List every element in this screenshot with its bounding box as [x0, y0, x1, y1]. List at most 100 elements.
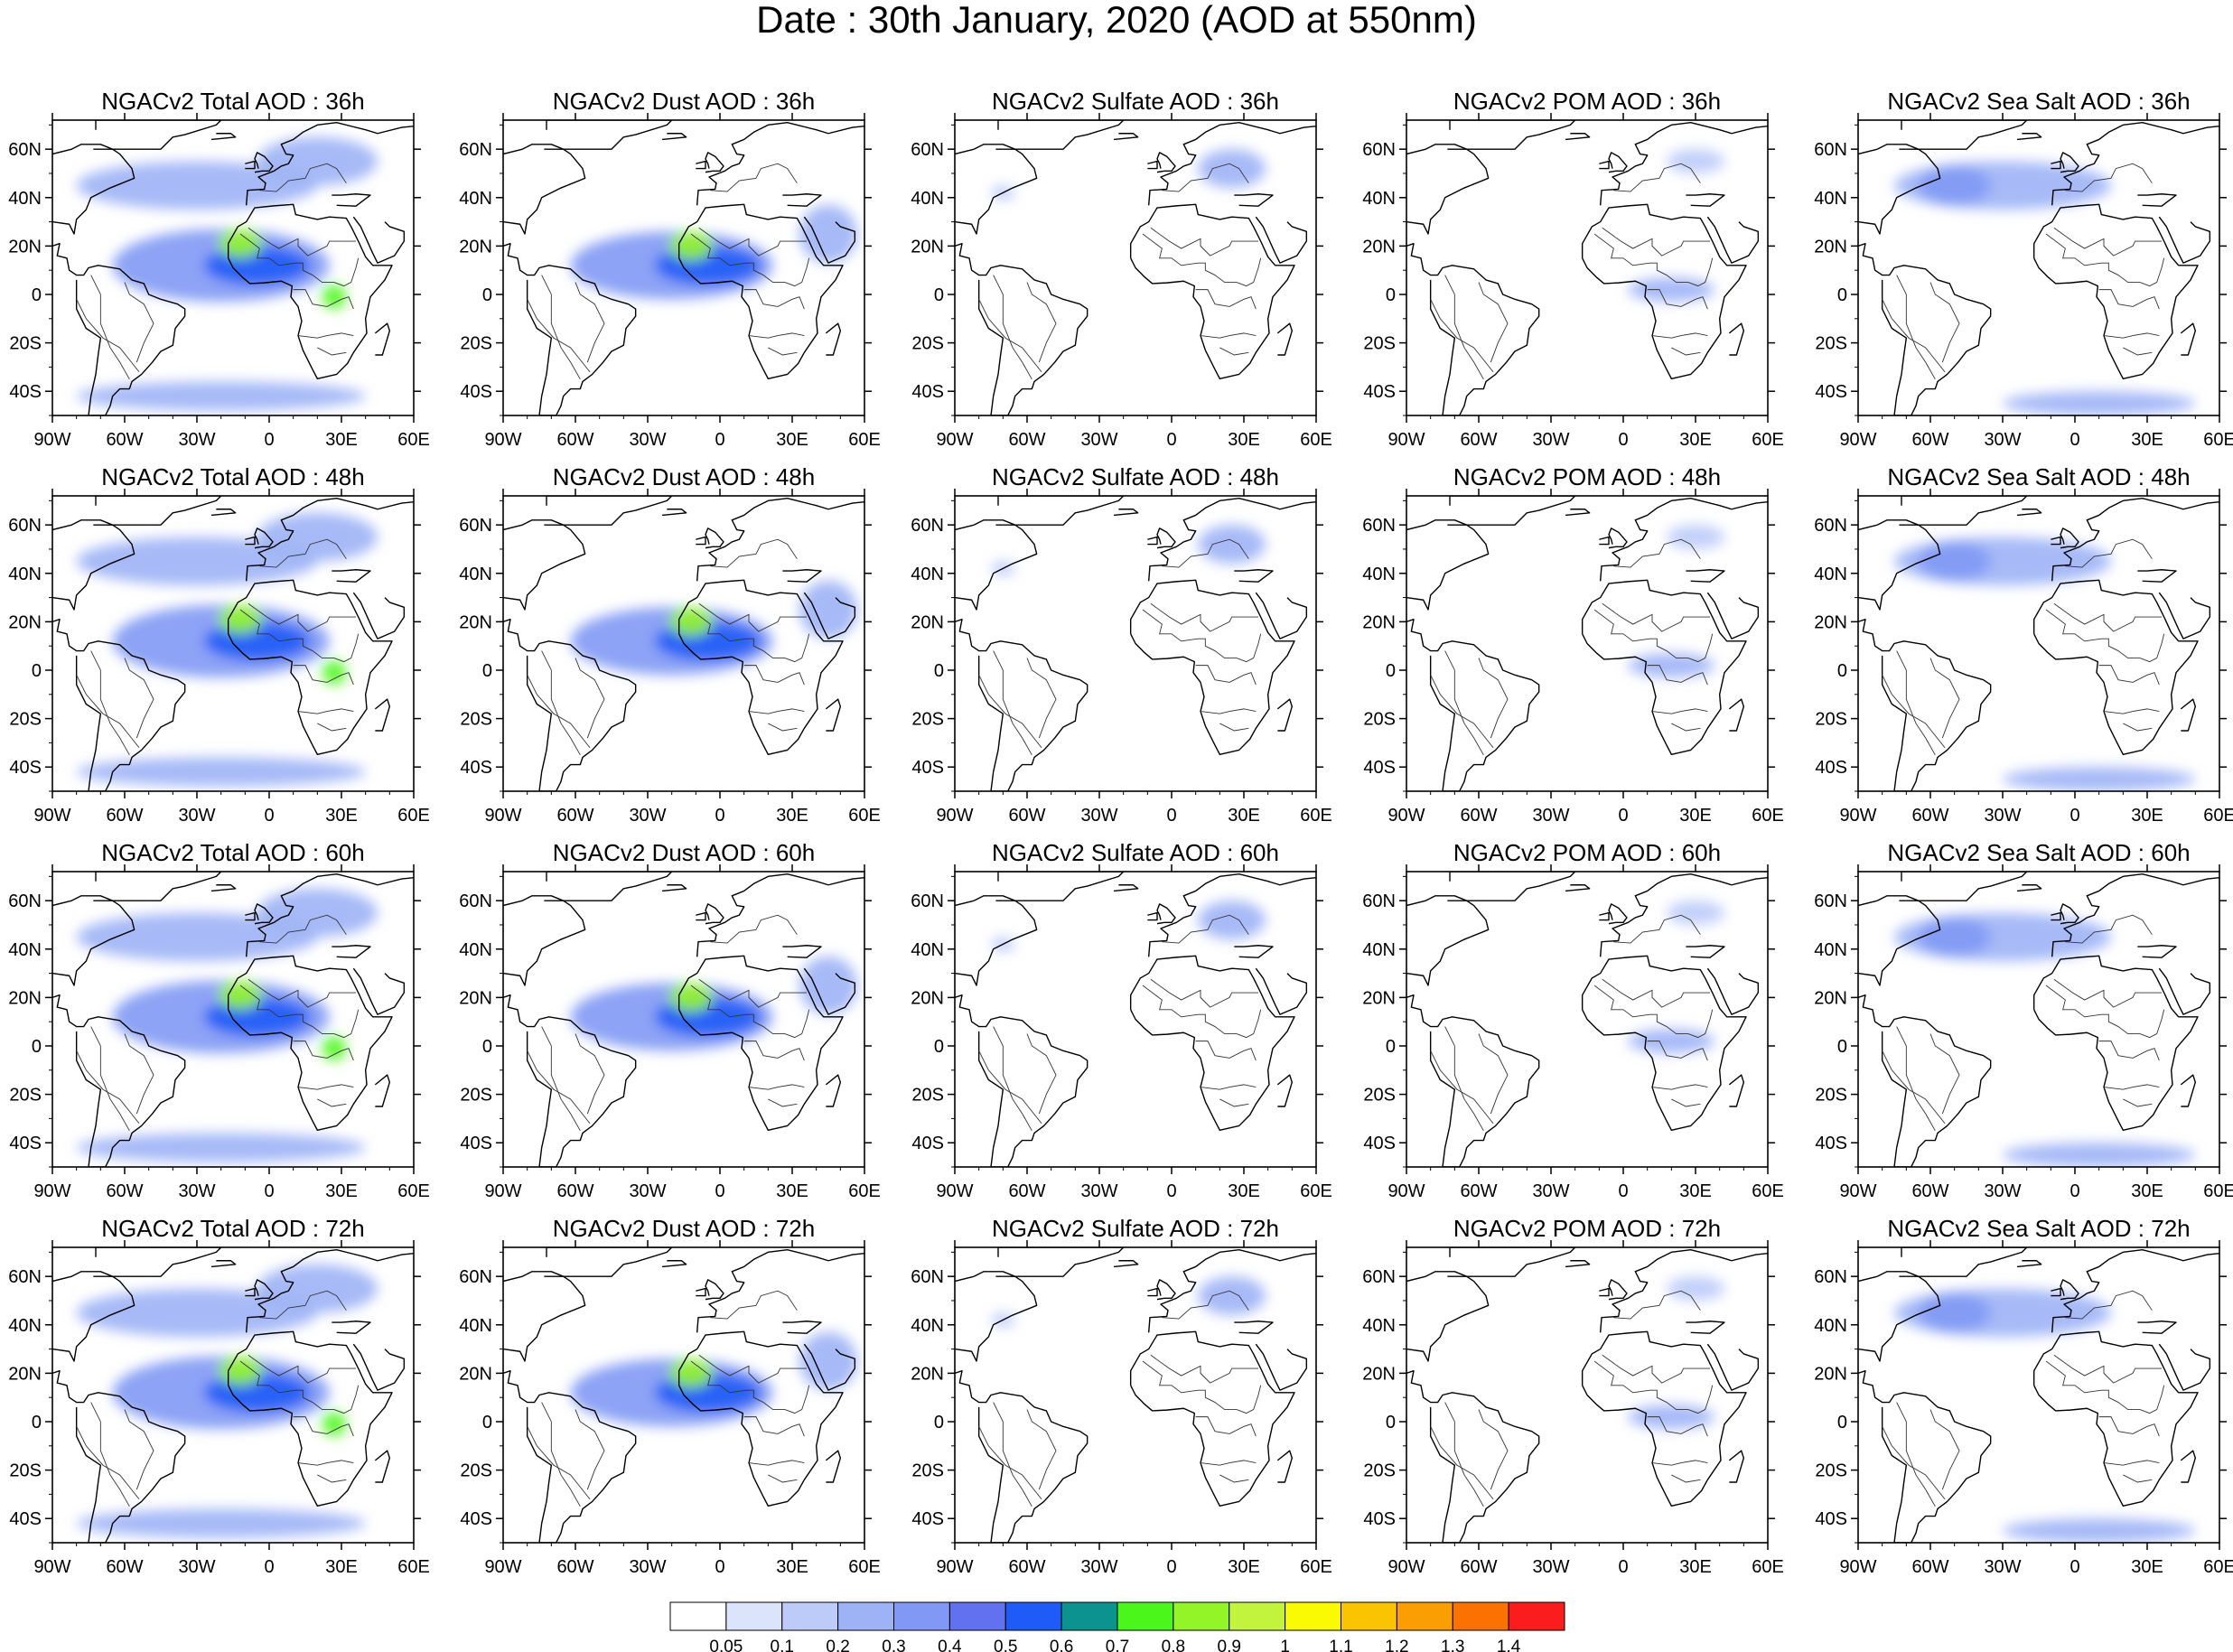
panel-title: NGACv2 POM AOD : 36h: [1453, 88, 1721, 115]
country-border: [1651, 1084, 1708, 1090]
panel-title: NGACv2 Dust AOD : 36h: [553, 88, 815, 115]
aod-field: [991, 525, 1266, 576]
country-border: [743, 1041, 805, 1061]
lon-tick-label: 30E: [2131, 430, 2163, 450]
lat-tick-label: 20N: [1814, 988, 1847, 1008]
lon-tick-label: 30E: [325, 1181, 358, 1201]
country-border: [1195, 1041, 1257, 1061]
lat-tick-label: 40S: [460, 1134, 492, 1153]
country-border: [575, 1409, 605, 1490]
coastline: [503, 1369, 637, 1543]
coastline: [1599, 121, 1768, 206]
country-border: [1430, 675, 1494, 749]
country-border: [1671, 347, 1701, 356]
map-panel-pom-36h: NGACv2 POM AOD : 36h 90W 60W 30W 0 30E 60E 60N 4…: [1362, 88, 1784, 450]
coastline: [2016, 133, 2042, 141]
lat-tick-label: 20N: [8, 237, 42, 257]
country-border: [1647, 665, 1708, 686]
coastline: [705, 903, 724, 925]
lat-tick-label: 20S: [460, 334, 492, 354]
lon-tick-label: 90W: [1839, 1181, 1876, 1201]
coastline: [210, 884, 237, 892]
aod-feature: [322, 285, 347, 310]
colorbar-label: 0.4: [938, 1638, 962, 1652]
coastline: [803, 216, 856, 264]
coastline: [1147, 121, 1316, 206]
lat-tick-label: 20S: [9, 1461, 42, 1481]
coastline: [93, 496, 222, 526]
country-border: [1478, 1409, 1509, 1490]
coastline: [1728, 1074, 1745, 1107]
country-border: [978, 675, 1042, 749]
coastline: [1156, 152, 1176, 173]
lon-tick-label: 0: [264, 1557, 274, 1577]
coastline: [1156, 903, 1176, 925]
country-border: [710, 1290, 798, 1320]
lon-tick-label: 0: [1166, 430, 1176, 450]
lon-tick-label: 60W: [1460, 1181, 1497, 1201]
lon-tick-label: 30W: [1984, 430, 2021, 450]
country-border: [1602, 227, 1710, 257]
aod-feature: [76, 912, 318, 962]
colorbar-swatch: [1341, 1601, 1397, 1631]
lat-tick-label: 0: [32, 1413, 42, 1433]
coastline: [1156, 1279, 1176, 1301]
colorbar-swatch: [948, 1601, 1006, 1631]
coastline: [1447, 1247, 1576, 1277]
aod-feature: [76, 1508, 366, 1538]
country-border: [293, 1416, 354, 1437]
country-border: [1613, 1290, 1701, 1320]
country-border: [527, 1426, 591, 1500]
coastline: [1899, 872, 2028, 901]
lon-tick-label: 60E: [2203, 1181, 2233, 1201]
coastline: [245, 121, 414, 206]
coastline: [677, 1330, 844, 1507]
panel-title: NGACv2 Total AOD : 48h: [101, 463, 364, 490]
aod-feature: [2003, 1143, 2196, 1167]
aod-feature: [669, 1358, 713, 1388]
coastline: [1565, 133, 1591, 141]
coastline: [1706, 216, 1760, 264]
map-panel-sulfate-48h: NGACv2 Sulfate AOD : 48h 90W 60W 30W 0 30E 60E…: [911, 463, 1332, 826]
coastline: [995, 496, 1125, 526]
coastline: [2137, 193, 2177, 207]
lon-tick-label: 60W: [556, 806, 593, 826]
country-border: [1142, 985, 1262, 1039]
lon-tick-label: 60W: [1460, 1557, 1497, 1577]
lat-tick-label: 40N: [8, 189, 42, 209]
coastline: [1858, 1369, 1992, 1543]
coastline: [955, 618, 1088, 791]
colorbar-swatch: [1508, 1601, 1565, 1631]
country-border: [1150, 1354, 1258, 1384]
coastline: [1276, 1074, 1294, 1107]
lat-tick-label: 20S: [911, 1461, 944, 1481]
colorbar-label: 0.3: [882, 1638, 905, 1652]
page-title: Date : 30th January, 2020 (AOD at 550nm): [756, 0, 1477, 41]
coastline: [245, 536, 256, 546]
coastline: [2180, 322, 2197, 356]
coastline: [227, 579, 393, 755]
country-border: [2103, 1084, 2160, 1090]
aod-feature: [219, 1356, 262, 1386]
lon-tick-label: 60W: [556, 430, 593, 450]
lon-tick-label: 30E: [2131, 1557, 2163, 1577]
coastline: [1565, 509, 1591, 517]
country-border: [2098, 1041, 2160, 1061]
coastline: [1581, 955, 1747, 1131]
lon-tick-label: 90W: [33, 430, 70, 450]
coastline: [52, 242, 186, 415]
lon-tick-label: 30E: [1228, 1557, 1260, 1577]
lat-tick-label: 20S: [460, 1461, 492, 1481]
lat-tick-label: 60N: [1362, 140, 1396, 160]
country-border: [575, 282, 605, 363]
country-border: [90, 650, 130, 756]
aod-feature: [76, 161, 318, 210]
coastline: [2051, 121, 2219, 206]
lon-tick-label: 60E: [848, 1181, 881, 1201]
aod-field: [76, 888, 378, 1162]
lat-tick-label: 20N: [8, 612, 42, 632]
lat-tick-label: 60N: [459, 140, 492, 160]
coastline: [1147, 1287, 1158, 1297]
coastline: [803, 967, 856, 1015]
